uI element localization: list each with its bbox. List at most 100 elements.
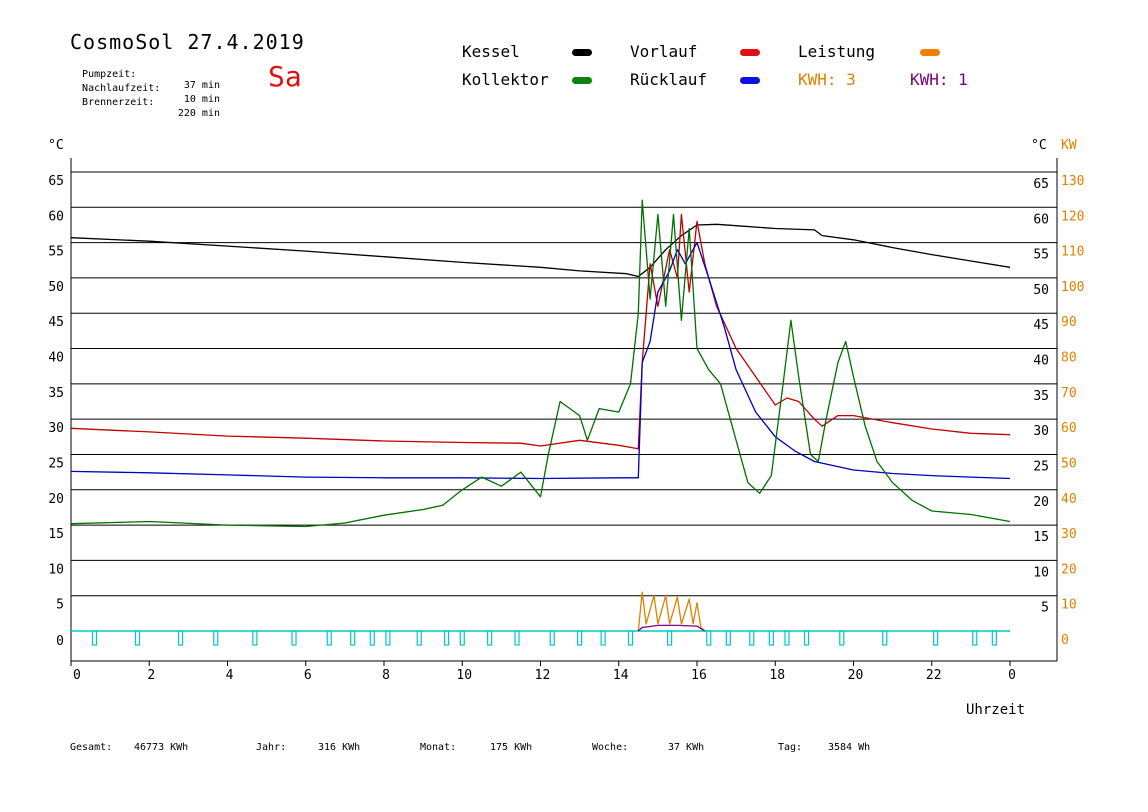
legend-kessel-swatch	[572, 49, 592, 56]
chart-title: CosmoSol 27.4.2019	[70, 30, 305, 54]
y-tick-label-left: 60	[48, 209, 64, 224]
y-tick-label-kw: 130	[1061, 174, 1084, 189]
legend-kessel: Kessel	[462, 42, 520, 61]
footer-tag-label: Tag:	[778, 742, 803, 753]
x-tick-label: 22	[926, 668, 942, 683]
y-tick-label-right: 25	[1033, 459, 1049, 474]
pump-marker	[749, 630, 755, 646]
legend-kwh-a: KWH: 3	[798, 70, 856, 89]
y-tick-label-kw: 20	[1061, 562, 1077, 577]
pump-marker	[600, 630, 606, 646]
y-tick-label-left: 10	[48, 562, 64, 577]
y-tick-label-left: 20	[48, 492, 64, 507]
y-tick-label-kw: 100	[1061, 280, 1084, 295]
stat-value: 10 min	[183, 94, 220, 105]
y-tick-label-kw: 40	[1061, 492, 1077, 507]
series-line-kessel	[70, 223, 1011, 278]
stat-label: Pumpzeit:	[82, 69, 137, 80]
legend-vorlauf-swatch	[740, 49, 760, 56]
series-line-leistung	[637, 591, 706, 632]
x-tick-label: 16	[691, 668, 707, 683]
x-axis-label: Uhrzeit	[966, 702, 1026, 718]
y-tick-label-right: 40	[1033, 354, 1049, 369]
footer-monat-value: 175 KWh	[490, 742, 533, 753]
y-tick-label-left: 15	[48, 527, 64, 542]
x-tick-label: 12	[535, 668, 551, 683]
pump-marker	[385, 630, 391, 646]
series-line-vorlauf	[70, 213, 1011, 450]
pump-marker	[725, 630, 731, 646]
y-tick-label-left: 55	[48, 245, 64, 260]
y-tick-label-right: 55	[1033, 248, 1049, 263]
chart-grid	[71, 171, 1057, 597]
chart-series	[70, 199, 1011, 632]
pump-marker	[350, 630, 356, 646]
legend-vorlauf: Vorlauf	[630, 42, 698, 61]
y-tick-label-right: 45	[1033, 318, 1049, 333]
pump-marker	[768, 630, 774, 646]
y-tick-label-left: 30	[48, 421, 64, 436]
series-line-r-cklauf	[70, 241, 1011, 480]
y-tick-label-left: 40	[48, 351, 64, 366]
legend-leistung-swatch	[920, 49, 940, 56]
footer-monat-label: Monat:	[420, 742, 457, 753]
weekday-label: Sa	[268, 60, 302, 93]
footer-woche-label: Woche:	[592, 742, 629, 753]
stat-value: 37 min	[183, 80, 220, 91]
pump-marker	[326, 630, 332, 646]
y-tick-label-right: 10	[1033, 565, 1049, 580]
stat-pumpzeit: Pumpzeit: 37 min	[70, 58, 220, 91]
pump-marker	[706, 630, 712, 646]
x-tick-label: 10	[456, 668, 472, 683]
series-line-kwh-1	[637, 624, 706, 632]
pump-marker	[803, 630, 810, 646]
y-tick-label-right: 5	[1041, 601, 1049, 616]
pump-markers	[71, 630, 1010, 646]
y-tick-label-kw: 120	[1061, 209, 1084, 224]
stat-brennerzeit: Brennerzeit: 220 min	[70, 86, 220, 119]
chart-axes	[70, 158, 1058, 662]
pump-marker	[514, 630, 520, 646]
pump-marker	[91, 630, 98, 646]
legend-kollektor: Kollektor	[462, 70, 549, 89]
pump-marker	[549, 630, 555, 646]
legend-kwh-b: KWH: 1	[910, 70, 968, 89]
pump-marker	[933, 630, 939, 646]
stat-label: Brennerzeit:	[82, 97, 155, 108]
chart-ticks: 0 5 10 15 20 25 30 35 40 45 50 55 60 6 55 10 15 20 25 30 35 4…	[48, 174, 1084, 683]
legend-leistung: Leistung	[798, 42, 876, 61]
pump-marker	[972, 630, 978, 646]
pump-marker	[487, 630, 493, 646]
y-tick-label-right: 15	[1033, 530, 1049, 545]
stat-label: Nachlaufzeit:	[82, 83, 161, 94]
y-tick-label-left: 0	[56, 634, 64, 649]
y-tick-label-right: 35	[1033, 389, 1049, 404]
pump-marker	[252, 630, 258, 646]
legend-kollektor-swatch	[572, 77, 592, 84]
pump-marker	[991, 630, 997, 646]
y-tick-label-right: 60	[1033, 212, 1049, 227]
x-tick-label: 6	[304, 668, 312, 683]
pump-marker	[213, 630, 219, 646]
y-tick-label-left: 25	[48, 456, 64, 471]
x-tick-label: 4	[226, 668, 234, 683]
x-tick-label: 8	[382, 668, 390, 683]
y-tick-label-right: 30	[1033, 424, 1049, 439]
y-tick-label-left: 50	[48, 280, 64, 295]
x-tick-label: 2	[147, 668, 155, 683]
pump-marker	[784, 630, 790, 646]
y-axis-unit-kw: KW	[1061, 138, 1077, 153]
footer-woche-value: 37 KWh	[668, 742, 705, 753]
pump-marker	[627, 630, 634, 646]
y-tick-label-kw: 50	[1061, 456, 1077, 471]
y-axis-unit-left: °C	[48, 138, 64, 153]
y-tick-label-kw: 10	[1061, 598, 1077, 613]
y-tick-label-right: 20	[1033, 495, 1049, 510]
x-tick-label: 18	[769, 668, 785, 683]
y-tick-label-right: 65	[1033, 177, 1049, 192]
pump-marker	[667, 630, 673, 646]
y-tick-label-kw: 80	[1061, 351, 1077, 366]
y-tick-label-left: 35	[48, 386, 64, 401]
y-tick-label-kw: 30	[1061, 527, 1077, 542]
footer-gesamt-label: Gesamt:	[70, 742, 113, 753]
